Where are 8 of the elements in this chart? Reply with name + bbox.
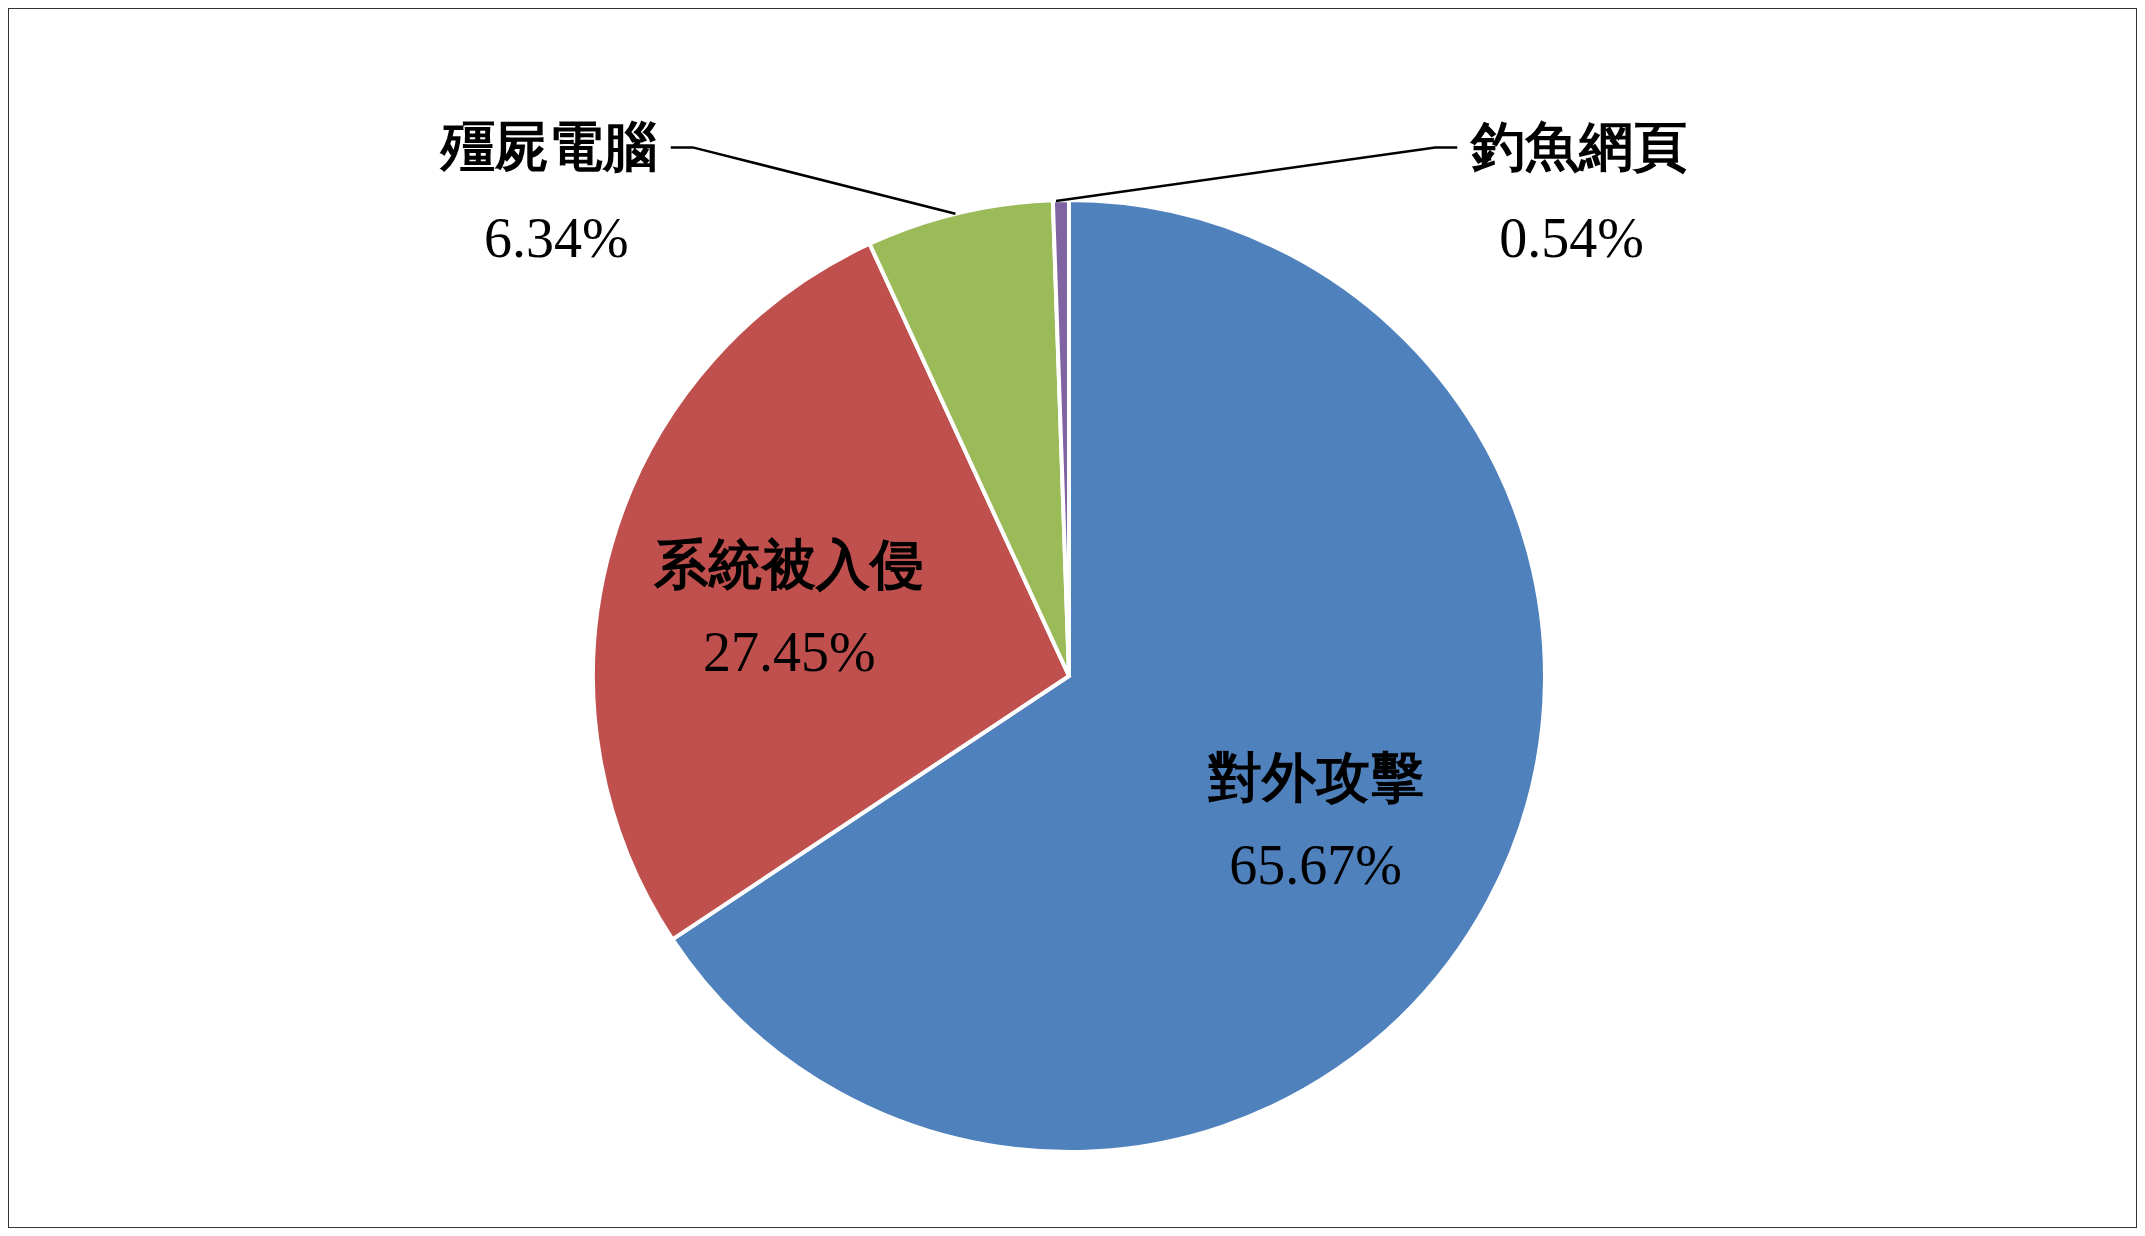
- data-label: 65.67%: [1229, 833, 1403, 896]
- slice-label: 系統被入侵: [653, 535, 925, 596]
- slice-label: 釣魚網頁: [1469, 117, 1688, 178]
- slice-label: 對外攻擊: [1206, 747, 1424, 808]
- data-label: 0.54%: [1499, 207, 1644, 270]
- data-label: 27.45%: [702, 621, 876, 684]
- data-label: 6.34%: [484, 207, 629, 270]
- slice-label: 殭屍電腦: [438, 117, 657, 178]
